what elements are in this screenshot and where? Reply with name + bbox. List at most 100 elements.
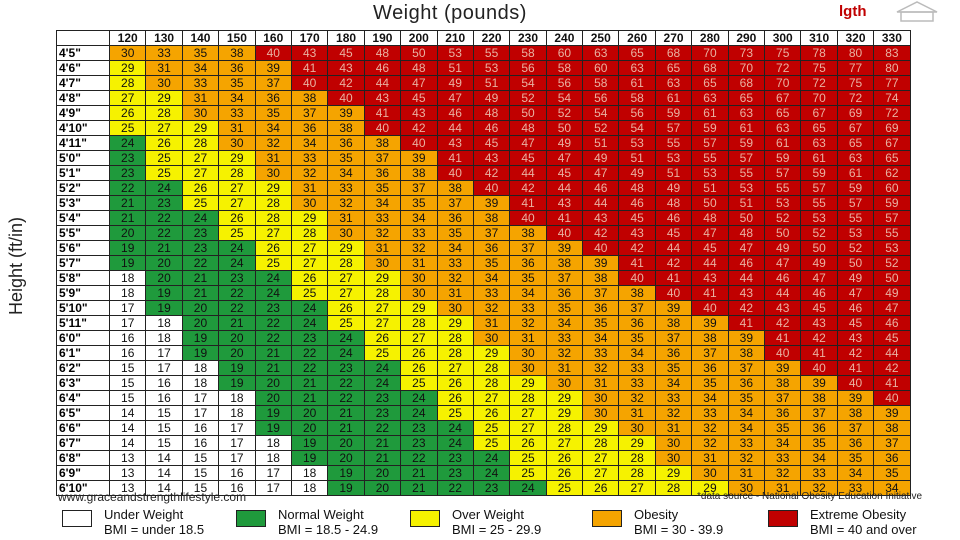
bmi-cell: 29 bbox=[472, 345, 511, 361]
bmi-cell: 19 bbox=[254, 420, 292, 436]
bmi-cell: 35 bbox=[509, 270, 547, 286]
bmi-cell: 62 bbox=[873, 165, 911, 181]
bmi-cell: 65 bbox=[873, 150, 911, 166]
legend-name: Over Weight bbox=[452, 507, 525, 522]
bmi-cell: 65 bbox=[836, 135, 875, 151]
bmi-cell: 75 bbox=[764, 45, 802, 61]
bmi-cell: 16 bbox=[108, 330, 147, 346]
bmi-cell: 27 bbox=[545, 435, 584, 451]
bmi-cell: 34 bbox=[764, 435, 802, 451]
bmi-cell: 44 bbox=[545, 180, 584, 196]
bmi-cell: 53 bbox=[472, 60, 511, 76]
height-label: 4'10" bbox=[56, 120, 110, 136]
bmi-cell: 39 bbox=[691, 315, 729, 331]
bmi-cell: 24 bbox=[327, 345, 365, 361]
bmi-cell: 23 bbox=[436, 450, 474, 466]
bmi-cell: 27 bbox=[290, 240, 329, 256]
bmi-cell: 39 bbox=[836, 390, 875, 406]
bmi-cell: 25 bbox=[509, 450, 547, 466]
bmi-cell: 19 bbox=[327, 465, 365, 481]
bmi-cell: 43 bbox=[727, 285, 766, 301]
bmi-cell: 57 bbox=[800, 180, 838, 196]
bmi-cell: 42 bbox=[472, 165, 511, 181]
bmi-cell: 39 bbox=[800, 375, 838, 391]
bmi-cell: 44 bbox=[363, 75, 402, 91]
bmi-cell: 46 bbox=[436, 105, 474, 121]
bmi-cell: 28 bbox=[327, 255, 365, 271]
bmi-cell: 35 bbox=[218, 75, 256, 91]
bmi-cell: 24 bbox=[218, 255, 256, 271]
bmi-cell: 14 bbox=[108, 435, 147, 451]
legend-swatch bbox=[592, 510, 622, 527]
bmi-cell: 37 bbox=[582, 285, 620, 301]
table-row: 5'6" 19 21 23 24 26 27 29 31 32 34 36 37 39 40 42 44 45 47… bbox=[56, 240, 911, 256]
bmi-cell: 33 bbox=[400, 225, 438, 241]
table-row: 5'2" 22 24 26 27 29 31 33 35 37 38 40 42 44 46 48 49 51 53… bbox=[56, 180, 911, 196]
bmi-cell: 36 bbox=[545, 285, 584, 301]
bmi-cell: 29 bbox=[145, 90, 183, 106]
bmi-cell: 46 bbox=[582, 180, 620, 196]
weight-header-130: 130 bbox=[145, 30, 183, 46]
bmi-cell: 21 bbox=[145, 240, 183, 256]
bmi-cell: 55 bbox=[691, 150, 729, 166]
bmi-cell: 26 bbox=[327, 300, 365, 316]
bmi-cell: 31 bbox=[327, 210, 365, 226]
bmi-cell: 32 bbox=[727, 450, 766, 466]
weight-header-150: 150 bbox=[218, 30, 256, 46]
bmi-cell: 26 bbox=[472, 405, 511, 421]
bmi-cell: 24 bbox=[108, 135, 147, 151]
bmi-cell: 44 bbox=[727, 270, 766, 286]
bmi-cell: 37 bbox=[873, 435, 911, 451]
bmi-cell: 60 bbox=[873, 180, 911, 196]
bmi-cell: 45 bbox=[836, 315, 875, 331]
bmi-cell: 40 bbox=[873, 390, 911, 406]
bmi-cell: 21 bbox=[254, 345, 292, 361]
bmi-cell: 36 bbox=[363, 165, 402, 181]
bmi-cell: 28 bbox=[108, 75, 147, 91]
bmi-cell: 24 bbox=[436, 435, 474, 451]
bmi-cell: 30 bbox=[181, 105, 220, 121]
height-label: 5'2" bbox=[56, 180, 110, 196]
bmi-cell: 20 bbox=[327, 450, 365, 466]
bmi-cell: 43 bbox=[363, 90, 402, 106]
bmi-cell: 40 bbox=[800, 360, 838, 376]
bmi-cell: 18 bbox=[218, 405, 256, 421]
table-row: 5'10" 17 19 20 22 23 24 26 27 29 30 32 33 35 36 37 39 40 4… bbox=[56, 300, 911, 316]
bmi-cell: 27 bbox=[218, 180, 256, 196]
table-row: 4'6" 29 31 34 36 39 41 43 46 48 51 53 56 58 60 63 65 68 70… bbox=[56, 60, 911, 76]
bmi-cell: 17 bbox=[254, 480, 292, 496]
bmi-cell: 48 bbox=[400, 60, 438, 76]
bmi-cell: 27 bbox=[363, 315, 402, 331]
bmi-cell: 31 bbox=[254, 150, 292, 166]
bmi-cell: 26 bbox=[509, 435, 547, 451]
bmi-cell: 49 bbox=[436, 75, 474, 91]
bmi-cell: 32 bbox=[764, 465, 802, 481]
bmi-cell: 39 bbox=[327, 105, 365, 121]
bmi-cell: 75 bbox=[800, 60, 838, 76]
bmi-cell: 55 bbox=[836, 210, 875, 226]
bmi-cell: 21 bbox=[400, 480, 438, 496]
bmi-cell: 41 bbox=[436, 150, 474, 166]
bmi-cell: 30 bbox=[327, 225, 365, 241]
bmi-cell: 29 bbox=[545, 390, 584, 406]
bmi-cell: 43 bbox=[618, 225, 656, 241]
bmi-cell: 33 bbox=[363, 210, 402, 226]
bmi-cell: 19 bbox=[218, 375, 256, 391]
bmi-cell: 46 bbox=[363, 60, 402, 76]
bmi-cell: 68 bbox=[691, 60, 729, 76]
bmi-cell: 40 bbox=[654, 285, 693, 301]
bmi-cell: 63 bbox=[764, 120, 802, 136]
bmi-cell: 17 bbox=[145, 360, 183, 376]
bmi-cell: 38 bbox=[327, 120, 365, 136]
bmi-cell: 20 bbox=[363, 465, 402, 481]
bmi-cell: 19 bbox=[108, 240, 147, 256]
bmi-cell: 34 bbox=[727, 420, 766, 436]
bmi-cell: 23 bbox=[108, 165, 147, 181]
bmi-cell: 36 bbox=[727, 375, 766, 391]
bmi-cell: 53 bbox=[691, 165, 729, 181]
weight-header-140: 140 bbox=[181, 30, 220, 46]
bmi-cell: 53 bbox=[727, 180, 766, 196]
bmi-cell: 17 bbox=[254, 465, 292, 481]
bmi-cell: 13 bbox=[108, 450, 147, 466]
bmi-cell: 37 bbox=[691, 345, 729, 361]
